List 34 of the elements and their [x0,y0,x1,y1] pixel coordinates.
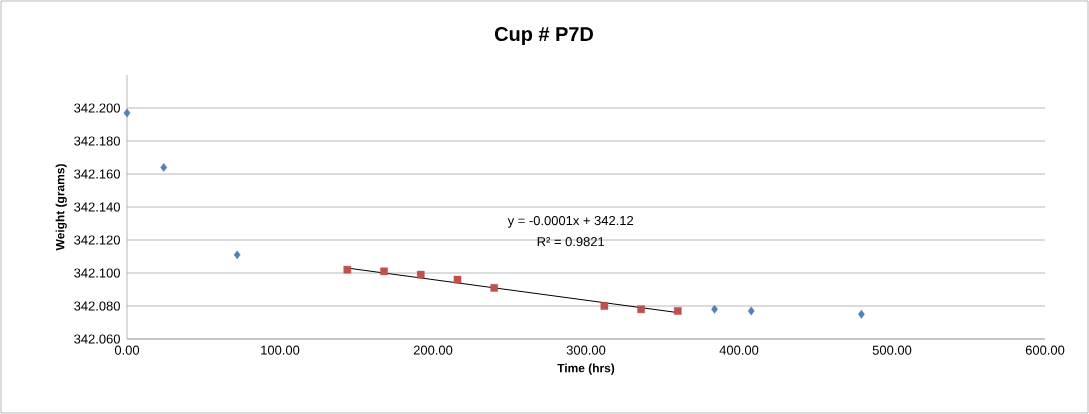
point [123,108,131,118]
x-tick-label: 100.00 [261,345,300,355]
x-tick-label: 600.00 [1025,345,1065,355]
y-tick-label: 342.140 [74,202,120,212]
x-tick-label: 300.00 [566,345,606,355]
point [600,302,609,310]
annotation: y = -0.0001x + 342.12 [507,215,634,228]
y-tick-label: 342.180 [74,136,120,146]
point [343,265,352,274]
point [416,270,425,279]
y-tick-label: 342.200 [74,103,120,113]
y-tick-label: 342.060 [74,334,120,344]
point [637,305,645,314]
y-axis-title: Weight (grams) [55,164,67,251]
point [490,284,498,292]
x-axis-title: Time (hrs) [557,363,615,375]
point [747,306,755,316]
annotation: R² = 0.9821 [537,237,605,247]
x-tick-label: 200.00 [413,345,453,355]
point [674,307,682,315]
y-tick-label: 342.160 [74,169,120,179]
x-tick-label: 400.00 [719,345,759,355]
y-tick-label: 342.100 [74,268,120,278]
point [711,304,718,314]
chart-title: Cup # P7D [495,26,593,46]
point [233,250,241,260]
point [453,275,462,284]
y-tick-label: 342.080 [74,301,120,311]
point [380,267,388,276]
x-tick-label: 0.00 [114,345,140,355]
y-tick-label: 342.120 [74,235,120,245]
point [160,163,168,172]
point [858,309,865,319]
x-tick-label: 500.00 [872,345,912,355]
